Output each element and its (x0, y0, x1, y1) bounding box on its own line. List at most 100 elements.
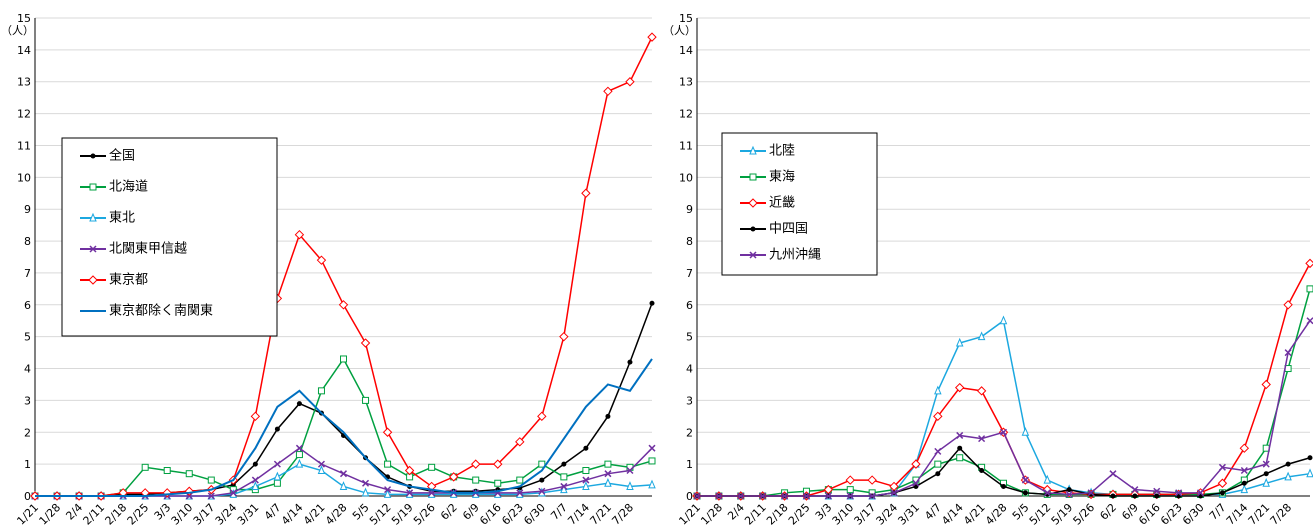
marker (748, 198, 758, 208)
marker (537, 411, 547, 422)
y-tick-label: 12 (679, 108, 693, 121)
marker (207, 476, 215, 484)
x-tick-label: 4/14 (939, 501, 966, 528)
y-tick-label: 8 (686, 235, 693, 248)
marker (561, 461, 567, 467)
marker (1066, 487, 1072, 493)
marker (1305, 258, 1313, 269)
marker (911, 459, 921, 469)
x-tick-label: 6/30 (1180, 501, 1207, 528)
x-tick-label: 7/21 (587, 501, 614, 528)
x-tick-label: 2/18 (764, 501, 791, 528)
marker (934, 447, 942, 455)
y-tick-label: 12 (17, 108, 31, 121)
marker (230, 482, 236, 488)
marker (868, 492, 876, 500)
marker (1306, 285, 1313, 293)
marker (750, 226, 756, 232)
x-tick-label: 5/26 (411, 501, 438, 528)
marker (626, 481, 634, 490)
x-tick-label: 6/23 (499, 501, 526, 528)
x-tick-label: 3/31 (235, 501, 262, 528)
x-tick-label: 4/28 (983, 501, 1010, 528)
marker (933, 411, 943, 422)
x-tick-label: 5/19 (1049, 501, 1076, 528)
y-tick-label: 15 (679, 12, 693, 25)
marker (404, 465, 415, 476)
marker (582, 481, 590, 490)
x-tick-label: 2/25 (786, 501, 813, 528)
marker (1087, 489, 1095, 497)
marker (317, 465, 326, 475)
marker (1132, 493, 1138, 499)
x-tick-label: 4/21 (961, 501, 988, 528)
marker (251, 476, 259, 484)
legend-label: 北関東甲信越 (109, 241, 187, 257)
marker (625, 77, 635, 87)
y-tick-label: 1 (686, 458, 693, 471)
x-tick-label: 7/21 (1246, 501, 1273, 528)
y-tick-label: 10 (17, 171, 31, 184)
legend-label: 北海道 (109, 180, 148, 195)
marker (759, 492, 767, 500)
marker (626, 466, 634, 475)
marker (338, 300, 349, 310)
marker (472, 476, 480, 484)
marker (1043, 474, 1052, 484)
marker (749, 251, 757, 259)
marker (185, 470, 193, 478)
marker (1110, 493, 1116, 499)
marker (274, 426, 280, 432)
marker (362, 479, 370, 487)
marker (163, 467, 171, 475)
marker (1065, 490, 1073, 498)
y-tick-label: 4 (686, 363, 693, 376)
x-tick-label: 5/19 (389, 501, 416, 528)
marker (934, 460, 942, 468)
y-tick-label: 3 (24, 394, 31, 407)
x-tick-label: 7/28 (609, 501, 636, 528)
marker (1241, 480, 1247, 486)
x-tick-label: 3/31 (895, 501, 922, 528)
marker (1218, 463, 1226, 471)
marker (362, 396, 370, 404)
marker (361, 487, 370, 497)
marker (406, 489, 414, 497)
y-tick-label: 1 (24, 458, 31, 471)
x-tick-label: 2/18 (103, 501, 130, 528)
x-tick-label: 7/28 (1268, 501, 1295, 528)
marker (296, 401, 302, 407)
marker (294, 229, 305, 240)
x-tick-label: 3/24 (873, 501, 900, 528)
y-unit: （人） (663, 24, 696, 37)
y-tick-label: 13 (679, 76, 693, 89)
x-tick-label: 1/21 (14, 501, 41, 528)
marker (999, 428, 1008, 436)
marker (515, 437, 525, 447)
marker (360, 338, 371, 348)
marker (89, 183, 97, 191)
y-tick-label: 9 (24, 203, 31, 216)
marker (339, 481, 348, 490)
marker (185, 492, 193, 500)
marker (647, 32, 657, 42)
marker (867, 475, 877, 485)
marker (749, 145, 757, 155)
x-tick-label: 3/17 (191, 501, 218, 528)
legend-label: 東京都 (109, 272, 148, 288)
marker (89, 245, 97, 253)
marker (1306, 317, 1313, 325)
y-tick-label: 4 (24, 363, 31, 376)
marker (781, 492, 789, 500)
marker (1240, 466, 1248, 475)
x-tick-label: 7/14 (1224, 501, 1251, 528)
series-line (35, 357, 653, 497)
x-tick-label: 2/11 (81, 501, 108, 528)
marker (90, 153, 96, 159)
legend-label: 九州沖縄 (769, 248, 821, 263)
marker (559, 331, 569, 342)
marker (339, 470, 348, 478)
marker (955, 382, 965, 393)
marker (846, 486, 854, 494)
